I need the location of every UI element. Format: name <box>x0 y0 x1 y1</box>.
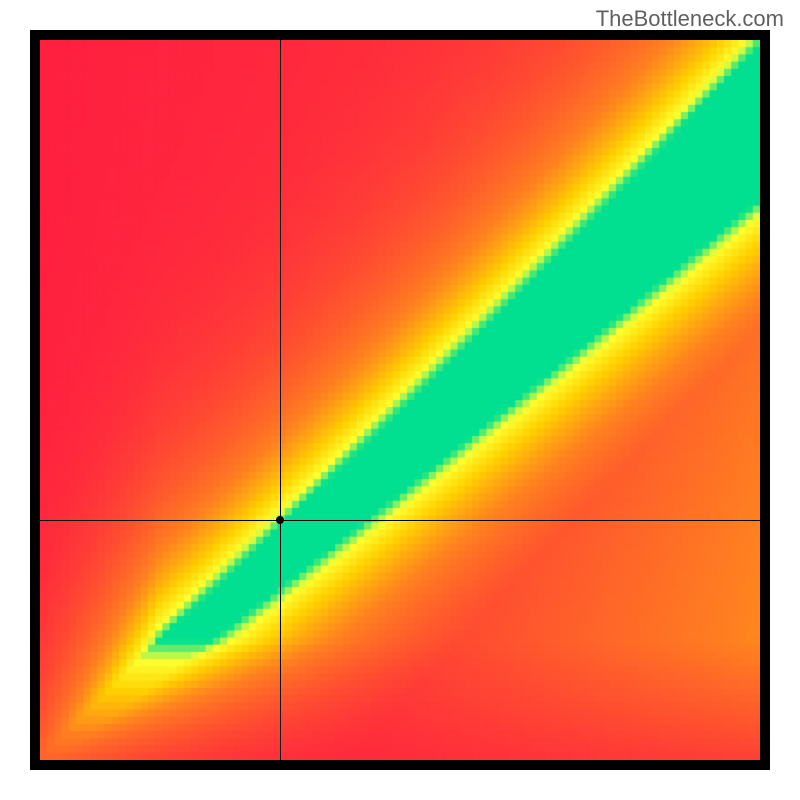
configuration-marker <box>276 516 284 524</box>
chart-container: TheBottleneck.com <box>0 0 800 800</box>
plot-frame <box>30 30 770 770</box>
crosshair-vertical <box>280 40 281 760</box>
bottleneck-heatmap <box>40 40 760 760</box>
crosshair-horizontal <box>40 520 760 521</box>
watermark-text: TheBottleneck.com <box>596 6 784 32</box>
